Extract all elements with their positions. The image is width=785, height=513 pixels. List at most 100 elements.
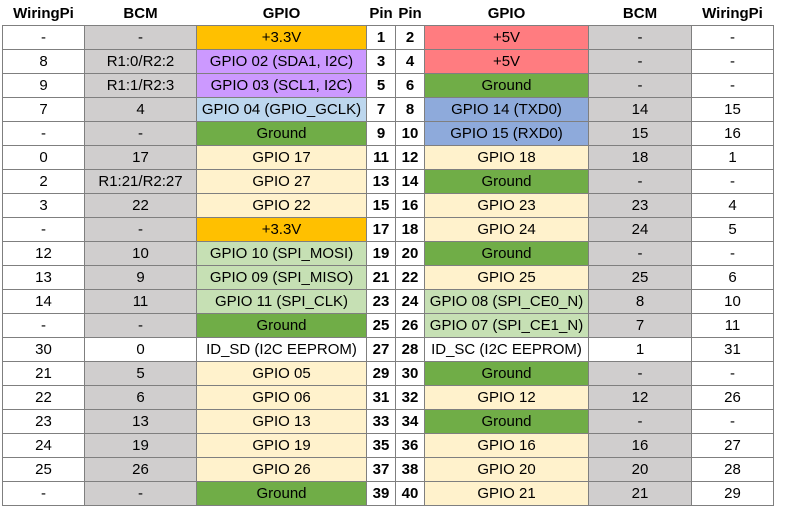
pin-right-cell: 18 xyxy=(395,217,425,242)
wiringpi-right-cell: 5 xyxy=(691,217,774,242)
wiringpi-left-cell: 23 xyxy=(2,409,85,434)
wiringpi-right-cell: - xyxy=(691,25,774,50)
bcm-right-cell: 1 xyxy=(588,337,692,362)
bcm-left-cell: 0 xyxy=(84,337,197,362)
pin-right-cell: 32 xyxy=(395,385,425,410)
wiringpi-left-cell: 25 xyxy=(2,457,85,482)
wiringpi-right-cell: 16 xyxy=(691,121,774,146)
table-row: 30 0 ID_SD (I2C EEPROM) 27 28 ID_SC (I2C EEPR… xyxy=(2,337,774,362)
pin-left-cell: 1 xyxy=(366,25,396,50)
gpio-right-cell: Ground xyxy=(424,241,589,266)
pin-left-cell: 33 xyxy=(366,409,396,434)
wiringpi-left-cell: 3 xyxy=(2,193,85,218)
gpio-right-cell: GPIO 08 (SPI_CE0_N) xyxy=(424,289,589,314)
table-row: 12 10 GPIO 10 (SPI_MOSI) 19 20 Ground - - xyxy=(2,241,774,266)
gpio-left-cell: GPIO 13 xyxy=(196,409,367,434)
gpio-right-cell: Ground xyxy=(424,73,589,98)
pin-left-cell: 13 xyxy=(366,169,396,194)
wiringpi-left-cell: 2 xyxy=(2,169,85,194)
bcm-left-cell: 13 xyxy=(84,409,197,434)
bcm-right-cell: - xyxy=(588,49,692,74)
bcm-left-cell: R1:0/R2:2 xyxy=(84,49,197,74)
bcm-right-cell: 14 xyxy=(588,97,692,122)
gpio-right-cell: GPIO 15 (RXD0) xyxy=(424,121,589,146)
bcm-right-cell: 12 xyxy=(588,385,692,410)
bcm-left-cell: - xyxy=(84,481,197,506)
wiringpi-left-cell: 13 xyxy=(2,265,85,290)
wiringpi-right-cell: 31 xyxy=(691,337,774,362)
wiringpi-right-cell: 1 xyxy=(691,145,774,170)
header-wiringpi-left: WiringPi xyxy=(2,1,85,26)
wiringpi-left-cell: 8 xyxy=(2,49,85,74)
bcm-right-cell: - xyxy=(588,241,692,266)
bcm-left-cell: R1:21/R2:27 xyxy=(84,169,197,194)
gpio-right-cell: Ground xyxy=(424,361,589,386)
pin-left-cell: 11 xyxy=(366,145,396,170)
bcm-right-cell: - xyxy=(588,361,692,386)
bcm-right-cell: 23 xyxy=(588,193,692,218)
pin-left-cell: 29 xyxy=(366,361,396,386)
table-row: - - Ground 25 26 GPIO 07 (SPI_CE1_N) 7 11 xyxy=(2,313,774,338)
gpio-left-cell: ID_SD (I2C EEPROM) xyxy=(196,337,367,362)
header-bcm-left: BCM xyxy=(84,1,197,26)
pin-rows: - - +3.3V 1 2 +5V - -8 R1:0/R2:2 GPIO 02 (SDA1, I… xyxy=(2,25,774,506)
pin-right-cell: 40 xyxy=(395,481,425,506)
gpio-left-cell: +3.3V xyxy=(196,25,367,50)
gpio-right-cell: Ground xyxy=(424,169,589,194)
pin-right-cell: 28 xyxy=(395,337,425,362)
gpio-left-cell: Ground xyxy=(196,481,367,506)
gpio-left-cell: GPIO 26 xyxy=(196,457,367,482)
header-gpio-left: GPIO xyxy=(196,1,367,26)
wiringpi-left-cell: - xyxy=(2,121,85,146)
bcm-left-cell: 17 xyxy=(84,145,197,170)
table-row: 7 4 GPIO 04 (GPIO_GCLK) 7 8 GPIO 14 (TXD0) 14 1… xyxy=(2,97,774,122)
pin-right-cell: 30 xyxy=(395,361,425,386)
gpio-left-cell: GPIO 27 xyxy=(196,169,367,194)
gpio-right-cell: GPIO 16 xyxy=(424,433,589,458)
table-row: 3 22 GPIO 22 15 16 GPIO 23 23 4 xyxy=(2,193,774,218)
gpio-right-cell: GPIO 07 (SPI_CE1_N) xyxy=(424,313,589,338)
table-row: - - +3.3V 17 18 GPIO 24 24 5 xyxy=(2,217,774,242)
bcm-right-cell: 25 xyxy=(588,265,692,290)
header-gpio-right: GPIO xyxy=(424,1,589,26)
table-row: 21 5 GPIO 05 29 30 Ground - - xyxy=(2,361,774,386)
bcm-left-cell: 6 xyxy=(84,385,197,410)
gpio-left-cell: Ground xyxy=(196,313,367,338)
table-row: 22 6 GPIO 06 31 32 GPIO 12 12 26 xyxy=(2,385,774,410)
gpio-left-cell: GPIO 11 (SPI_CLK) xyxy=(196,289,367,314)
pin-right-cell: 14 xyxy=(395,169,425,194)
gpio-left-cell: GPIO 04 (GPIO_GCLK) xyxy=(196,97,367,122)
gpio-left-cell: GPIO 22 xyxy=(196,193,367,218)
pin-left-cell: 27 xyxy=(366,337,396,362)
bcm-left-cell: 4 xyxy=(84,97,197,122)
wiringpi-right-cell: 4 xyxy=(691,193,774,218)
wiringpi-right-cell: - xyxy=(691,361,774,386)
bcm-right-cell: 24 xyxy=(588,217,692,242)
gpio-left-cell: GPIO 09 (SPI_MISO) xyxy=(196,265,367,290)
pin-left-cell: 7 xyxy=(366,97,396,122)
wiringpi-left-cell: - xyxy=(2,217,85,242)
pin-left-cell: 25 xyxy=(366,313,396,338)
gpio-right-cell: Ground xyxy=(424,409,589,434)
wiringpi-right-cell: - xyxy=(691,73,774,98)
pin-left-cell: 39 xyxy=(366,481,396,506)
pin-right-cell: 36 xyxy=(395,433,425,458)
gpio-left-cell: Ground xyxy=(196,121,367,146)
wiringpi-left-cell: - xyxy=(2,313,85,338)
pin-right-cell: 16 xyxy=(395,193,425,218)
wiringpi-left-cell: - xyxy=(2,25,85,50)
pin-left-cell: 35 xyxy=(366,433,396,458)
bcm-left-cell: - xyxy=(84,121,197,146)
pin-right-cell: 38 xyxy=(395,457,425,482)
gpio-left-cell: GPIO 02 (SDA1, I2C) xyxy=(196,49,367,74)
header-wiringpi-right: WiringPi xyxy=(691,1,774,26)
pin-right-cell: 10 xyxy=(395,121,425,146)
header-pin-right: Pin xyxy=(395,1,425,26)
pin-right-cell: 20 xyxy=(395,241,425,266)
table-row: 25 26 GPIO 26 37 38 GPIO 20 20 28 xyxy=(2,457,774,482)
wiringpi-left-cell: 30 xyxy=(2,337,85,362)
pin-right-cell: 24 xyxy=(395,289,425,314)
pin-left-cell: 9 xyxy=(366,121,396,146)
table-row: 23 13 GPIO 13 33 34 Ground - - xyxy=(2,409,774,434)
wiringpi-left-cell: 24 xyxy=(2,433,85,458)
